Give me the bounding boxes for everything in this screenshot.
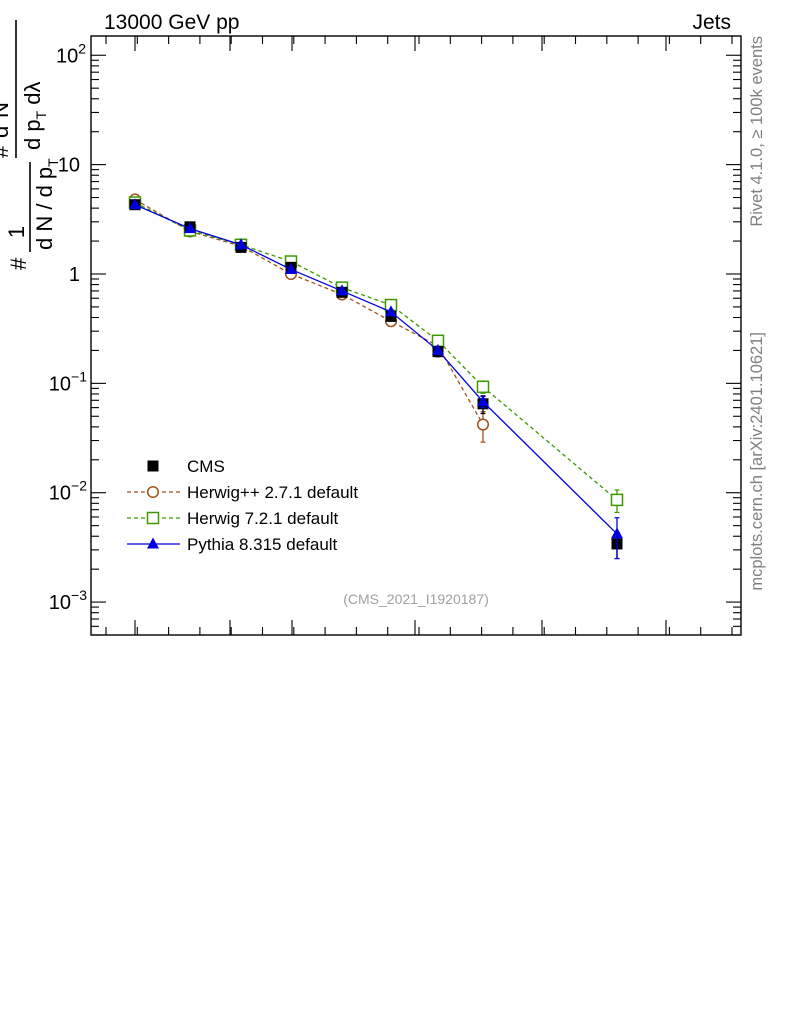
ylabel-hash-1: #: [6, 257, 31, 270]
legend-label: Herwig 7.2.1 default: [187, 509, 338, 528]
legend-entry: Herwig++ 2.7.1 default: [127, 483, 358, 502]
plot-axes: 10−3 10−2 10−1 1 10 102: [49, 35, 742, 636]
data-point: [432, 343, 444, 355]
data-point: [129, 198, 141, 210]
y-tick-label: 10: [58, 155, 80, 177]
legend-label: Pythia 8.315 default: [187, 535, 338, 554]
series-line: [134, 201, 618, 501]
ylabel-numerator: d2N: [0, 102, 13, 138]
legend-entry: CMS: [147, 457, 225, 476]
data-point: [476, 380, 490, 394]
legend-marker: [147, 537, 159, 549]
data-point: [610, 493, 624, 507]
data-point: [184, 222, 196, 234]
series-line: [134, 198, 484, 425]
series-cms: [129, 199, 623, 560]
y-axis-label: # 1 d N / d pT # d2N d pT dλ: [0, 20, 61, 270]
legend-label: Herwig++ 2.7.1 default: [187, 483, 358, 502]
ylabel-hash-2: #: [0, 145, 13, 158]
legend-label: CMS: [187, 457, 225, 476]
legend-entry: Herwig 7.2.1 default: [127, 509, 338, 528]
series-herwig-2-7-1-default: [128, 193, 490, 443]
y-tick-label: 1: [69, 264, 80, 286]
data-point: [611, 527, 623, 539]
legend-marker: [146, 485, 160, 499]
data-point: [235, 238, 247, 250]
plot-series: [128, 193, 624, 560]
category-label: Jets: [692, 11, 731, 34]
data-point: [385, 305, 397, 317]
energy-label: 13000 GeV pp: [104, 11, 239, 34]
y-tick-label: 10−1: [49, 368, 87, 395]
series-pythia-8-315-default: [129, 198, 623, 560]
data-point: [476, 418, 490, 431]
ylabel-denominator: d pT dλ: [20, 81, 49, 150]
plot-frame: [90, 35, 742, 636]
y-tick-label: 10−2: [49, 478, 87, 505]
y-tick-label: 102: [56, 40, 86, 67]
data-point: [336, 284, 348, 296]
rivet-label: Rivet 4.1.0, ≥ 100k events: [748, 36, 766, 227]
analysis-label: (CMS_2021_I1920187): [343, 591, 489, 607]
data-point: [477, 395, 489, 407]
legend-marker: [147, 460, 159, 472]
ylabel-dn: d N / d pT: [32, 158, 61, 250]
y-tick-label: 10−3: [49, 587, 87, 614]
data-point: [285, 262, 297, 274]
legend: CMS Herwig++ 2.7.1 default Herwig 7.2.1 de…: [127, 457, 358, 554]
ylabel-one: 1: [4, 226, 29, 238]
source-label: mcplots.cern.ch [arXiv:2401.10621]: [748, 332, 766, 591]
legend-marker: [146, 511, 160, 525]
legend-entry: Pythia 8.315 default: [127, 535, 338, 554]
